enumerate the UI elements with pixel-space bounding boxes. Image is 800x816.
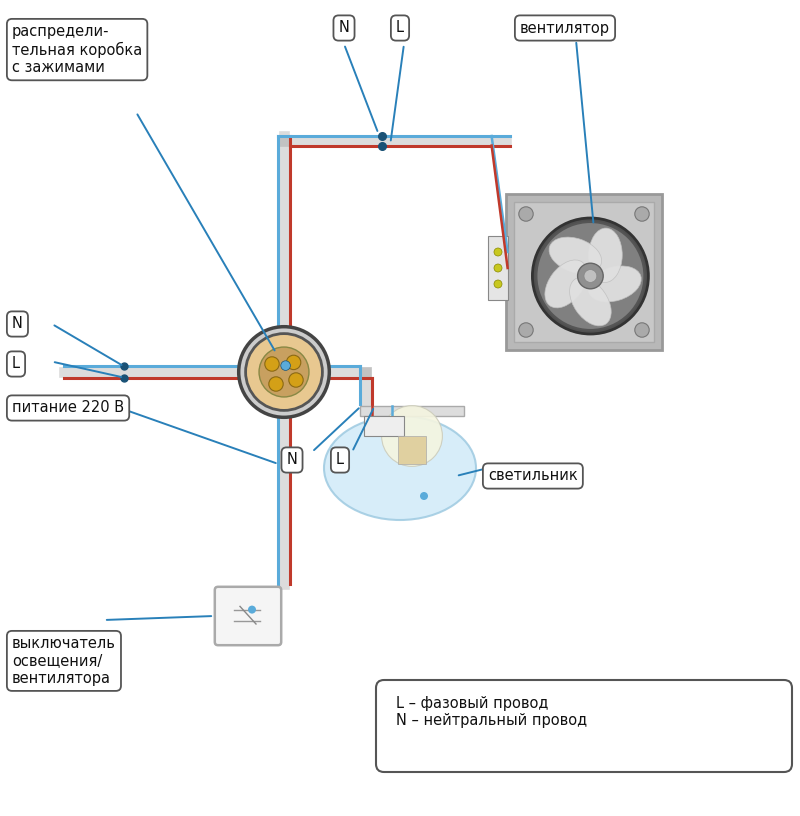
Bar <box>398 436 426 464</box>
Text: светильник: светильник <box>488 468 578 484</box>
Circle shape <box>281 361 290 370</box>
Circle shape <box>536 222 645 330</box>
Circle shape <box>584 269 597 282</box>
Circle shape <box>265 357 279 371</box>
Text: вентилятор: вентилятор <box>520 20 610 36</box>
Circle shape <box>248 605 256 614</box>
Circle shape <box>494 248 502 256</box>
Text: L: L <box>12 357 20 371</box>
Text: распредели-
тельная коробка
с зажимами: распредели- тельная коробка с зажимами <box>12 24 142 75</box>
Text: питание 220 В: питание 220 В <box>12 401 124 415</box>
Bar <box>488 236 507 300</box>
Ellipse shape <box>324 416 476 520</box>
Text: L – фазовый провод
N – нейтральный провод: L – фазовый провод N – нейтральный прово… <box>396 696 587 729</box>
Circle shape <box>494 280 502 288</box>
Circle shape <box>578 264 603 289</box>
Bar <box>364 416 404 436</box>
Circle shape <box>518 323 534 337</box>
Text: L: L <box>396 20 404 36</box>
Text: выключатель
освещения/
вентилятора: выключатель освещения/ вентилятора <box>12 636 116 685</box>
Circle shape <box>286 355 301 370</box>
Circle shape <box>635 206 650 221</box>
Bar <box>360 406 464 416</box>
FancyBboxPatch shape <box>506 194 662 350</box>
Circle shape <box>382 406 442 467</box>
Text: N: N <box>338 20 350 36</box>
Text: N: N <box>12 317 23 331</box>
Ellipse shape <box>549 237 602 273</box>
Ellipse shape <box>589 228 622 282</box>
Circle shape <box>635 323 650 337</box>
Circle shape <box>518 206 534 221</box>
Circle shape <box>238 326 330 417</box>
Circle shape <box>533 218 648 334</box>
Ellipse shape <box>545 260 587 308</box>
FancyBboxPatch shape <box>376 680 792 772</box>
Circle shape <box>259 347 309 397</box>
FancyBboxPatch shape <box>514 202 654 342</box>
Ellipse shape <box>588 266 642 302</box>
FancyBboxPatch shape <box>214 587 282 645</box>
Text: L: L <box>336 453 344 468</box>
Circle shape <box>246 334 322 410</box>
Circle shape <box>289 373 303 388</box>
Circle shape <box>420 492 428 500</box>
Text: N: N <box>286 453 298 468</box>
Ellipse shape <box>570 277 611 326</box>
Circle shape <box>269 377 283 391</box>
Circle shape <box>494 264 502 272</box>
